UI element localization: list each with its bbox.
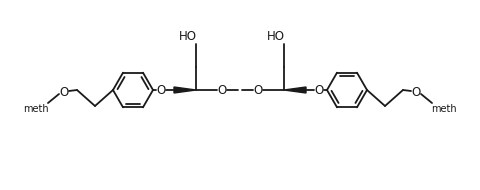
Text: O: O	[253, 83, 263, 97]
Polygon shape	[174, 87, 196, 93]
Text: meth: meth	[431, 104, 457, 114]
Text: meth: meth	[23, 104, 49, 114]
Text: HO: HO	[267, 31, 285, 44]
Text: HO: HO	[179, 31, 197, 44]
Text: O: O	[156, 83, 166, 97]
Text: O: O	[60, 86, 69, 98]
Polygon shape	[284, 87, 306, 93]
Text: O: O	[411, 86, 420, 98]
Text: O: O	[314, 83, 324, 97]
Text: O: O	[217, 83, 227, 97]
